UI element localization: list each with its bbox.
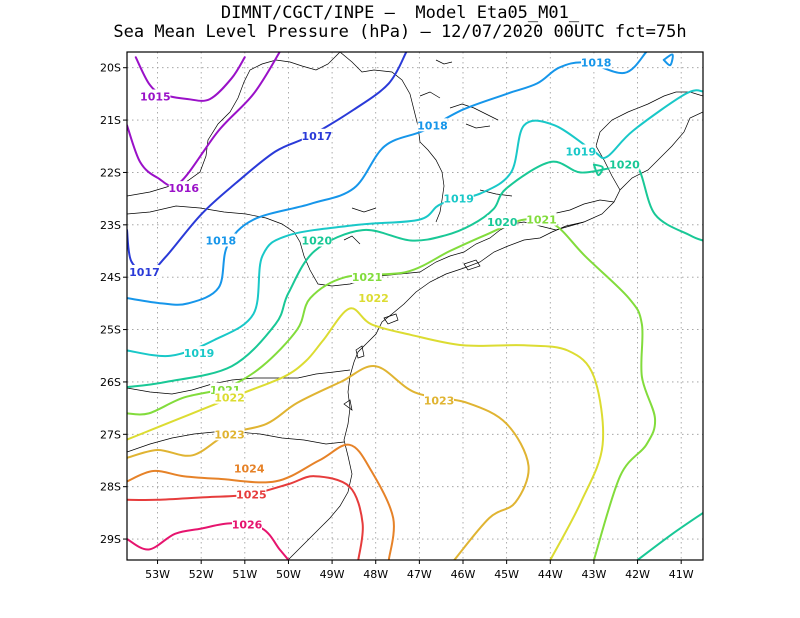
isobar-label-bg	[565, 144, 596, 158]
islands	[343, 259, 481, 411]
isobar-label-bg	[358, 291, 389, 305]
x-tick-label: 52W	[189, 568, 214, 581]
y-tick-label: 20S	[100, 62, 121, 75]
isobar-1023	[127, 365, 530, 560]
isobar-label: 1020	[609, 159, 640, 172]
isobar-label: 1019	[184, 347, 215, 360]
x-tick-label: 50W	[276, 568, 301, 581]
isobar-1020b	[592, 163, 604, 177]
isobar-label: 1023	[424, 394, 455, 407]
isobar-label: 1016	[168, 182, 199, 195]
x-tick-label: 42W	[625, 568, 650, 581]
isobar-label-bg	[168, 181, 199, 195]
x-tick-label: 48W	[363, 568, 388, 581]
isobar-label: 1022	[358, 292, 389, 305]
isobar-label: 1023	[214, 428, 245, 441]
latitude-axis: 20S 21S 22S 23S 24S 25S 26S 27S 28S 29S	[100, 62, 127, 546]
isobar-label-bg	[487, 215, 518, 229]
isobar-label: 1017	[302, 130, 333, 143]
isobar-label: 1019	[443, 193, 474, 206]
isobar-1017	[127, 52, 408, 274]
state-border-mg	[339, 52, 445, 223]
isobars	[127, 52, 703, 560]
isobar-label: 1026	[232, 518, 263, 531]
isobar-label-bg	[352, 270, 382, 284]
isobar-label-bg	[424, 393, 454, 407]
isobar-label: 1020	[487, 216, 518, 229]
isobar-label-bg	[214, 427, 245, 441]
x-tick-label: 47W	[407, 568, 432, 581]
plot-frame	[126, 51, 704, 561]
isobar-label: 1017	[129, 266, 160, 279]
isobar-1019	[127, 89, 703, 358]
isobar-label-bg	[236, 487, 267, 501]
y-tick-label: 28S	[100, 481, 121, 494]
chart-title: DIMNT/CGCT/INPE – Model Eta05_M01_ Sea M…	[0, 4, 800, 42]
isobar-label-bg	[184, 346, 214, 360]
longitude-axis: 53W 52W 51W 50W 49W 48W 47W 46W 45W 44W 43W 42W 41W	[145, 560, 694, 581]
isobar-label: 1020	[302, 235, 333, 248]
isobar-1025	[127, 475, 364, 560]
isobar-label-bg	[140, 89, 171, 103]
border-es-mg	[595, 91, 703, 191]
isobar-label-bg	[129, 264, 160, 278]
isobar-1022	[127, 307, 605, 560]
y-tick-label: 25S	[100, 324, 121, 337]
isobar-label: 1018	[417, 119, 448, 132]
isobar-label: 1018	[206, 235, 237, 248]
isobar-1026	[127, 522, 290, 560]
x-tick-label: 49W	[320, 568, 345, 581]
isobar-label-bg	[609, 157, 640, 171]
isobar-label-bg	[301, 128, 332, 142]
isobar-label-bg	[443, 191, 474, 205]
x-tick-label: 53W	[145, 568, 170, 581]
isobar-label-bg	[526, 212, 557, 226]
isobar-1015	[134, 56, 246, 102]
isobar-label: 1018	[581, 56, 612, 69]
isobar-label: 1022	[214, 392, 245, 405]
isobar-1018b	[662, 53, 674, 67]
y-tick-label: 27S	[100, 428, 121, 441]
isobar-label-bg	[417, 118, 448, 132]
isobar-label: 1021	[352, 271, 383, 284]
isobar-1021	[127, 217, 657, 560]
isobar-label: 1015	[140, 91, 171, 104]
isobar-label-bg	[301, 233, 332, 247]
isobar-label-bg	[232, 517, 262, 531]
isobar-label-bg	[581, 55, 612, 69]
y-tick-label: 29S	[100, 533, 121, 546]
isobar-label-bg	[234, 461, 265, 475]
isobar-label-bg	[214, 390, 245, 404]
x-tick-label: 41W	[669, 568, 694, 581]
isobar-label: 1024	[234, 462, 265, 475]
isobar-label: 1025	[236, 489, 267, 502]
isobar-label-bg	[205, 233, 236, 247]
isobar-label: 1019	[566, 146, 597, 159]
x-tick-label: 51W	[232, 568, 257, 581]
isobar-labels: 1015 1016 1017 1017 1018 1018 1018 1019 1019 1019…	[129, 55, 640, 531]
isobar-1018	[127, 52, 648, 306]
y-tick-label: 24S	[100, 271, 121, 284]
state-border-north	[127, 52, 341, 197]
title-line-2: Sea Mean Level Pressure (hPa) – 12/07/20…	[113, 22, 687, 42]
coastline	[287, 111, 703, 560]
isobar-1021e	[636, 511, 703, 560]
x-tick-label: 43W	[581, 568, 606, 581]
title-line-1: DIMNT/CGCT/INPE – Model Eta05_M01_	[220, 3, 580, 23]
x-tick-label: 45W	[494, 568, 519, 581]
x-tick-label: 44W	[538, 568, 563, 581]
y-tick-label: 22S	[100, 166, 121, 179]
x-tick-label: 46W	[451, 568, 476, 581]
isobar-1024	[127, 443, 395, 560]
lake-reservoirs	[343, 59, 513, 245]
isobar-label: 1021	[526, 214, 557, 227]
y-tick-label: 21S	[100, 114, 121, 127]
y-tick-label: 26S	[100, 376, 121, 389]
y-tick-label: 23S	[100, 219, 121, 232]
